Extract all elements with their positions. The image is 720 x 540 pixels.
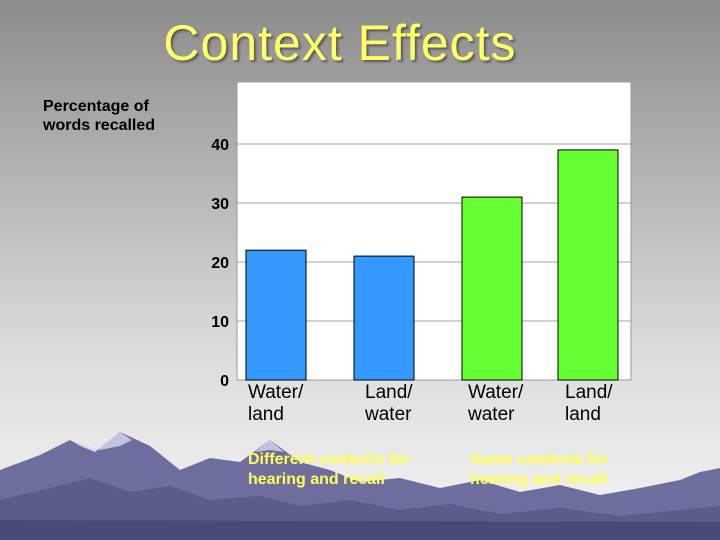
y-tick-label: 40	[211, 137, 229, 154]
y-tick-label: 30	[211, 196, 229, 213]
bar	[353, 255, 415, 381]
group-label-different: Different contexts for hearing and recal…	[248, 451, 410, 488]
bar	[557, 149, 619, 381]
bar	[245, 249, 307, 381]
group-label-same: Same contexts for hearing and recall	[470, 451, 609, 488]
bars	[245, 149, 619, 381]
category-label: Water/ water	[468, 382, 524, 425]
y-axis-label: Percentage of words recalled	[43, 98, 156, 134]
slide-title: Context Effects	[163, 15, 517, 71]
category-label: Land/ land	[565, 382, 613, 425]
y-tick-labels: 0 10 20 30 40	[211, 137, 229, 390]
y-tick-label: 20	[211, 255, 229, 272]
y-tick-label: 10	[211, 314, 229, 331]
y-tick-label: 0	[220, 373, 229, 390]
category-label: Water/ land	[248, 382, 304, 425]
category-label: Land/ water	[365, 382, 413, 425]
bar	[461, 196, 523, 381]
